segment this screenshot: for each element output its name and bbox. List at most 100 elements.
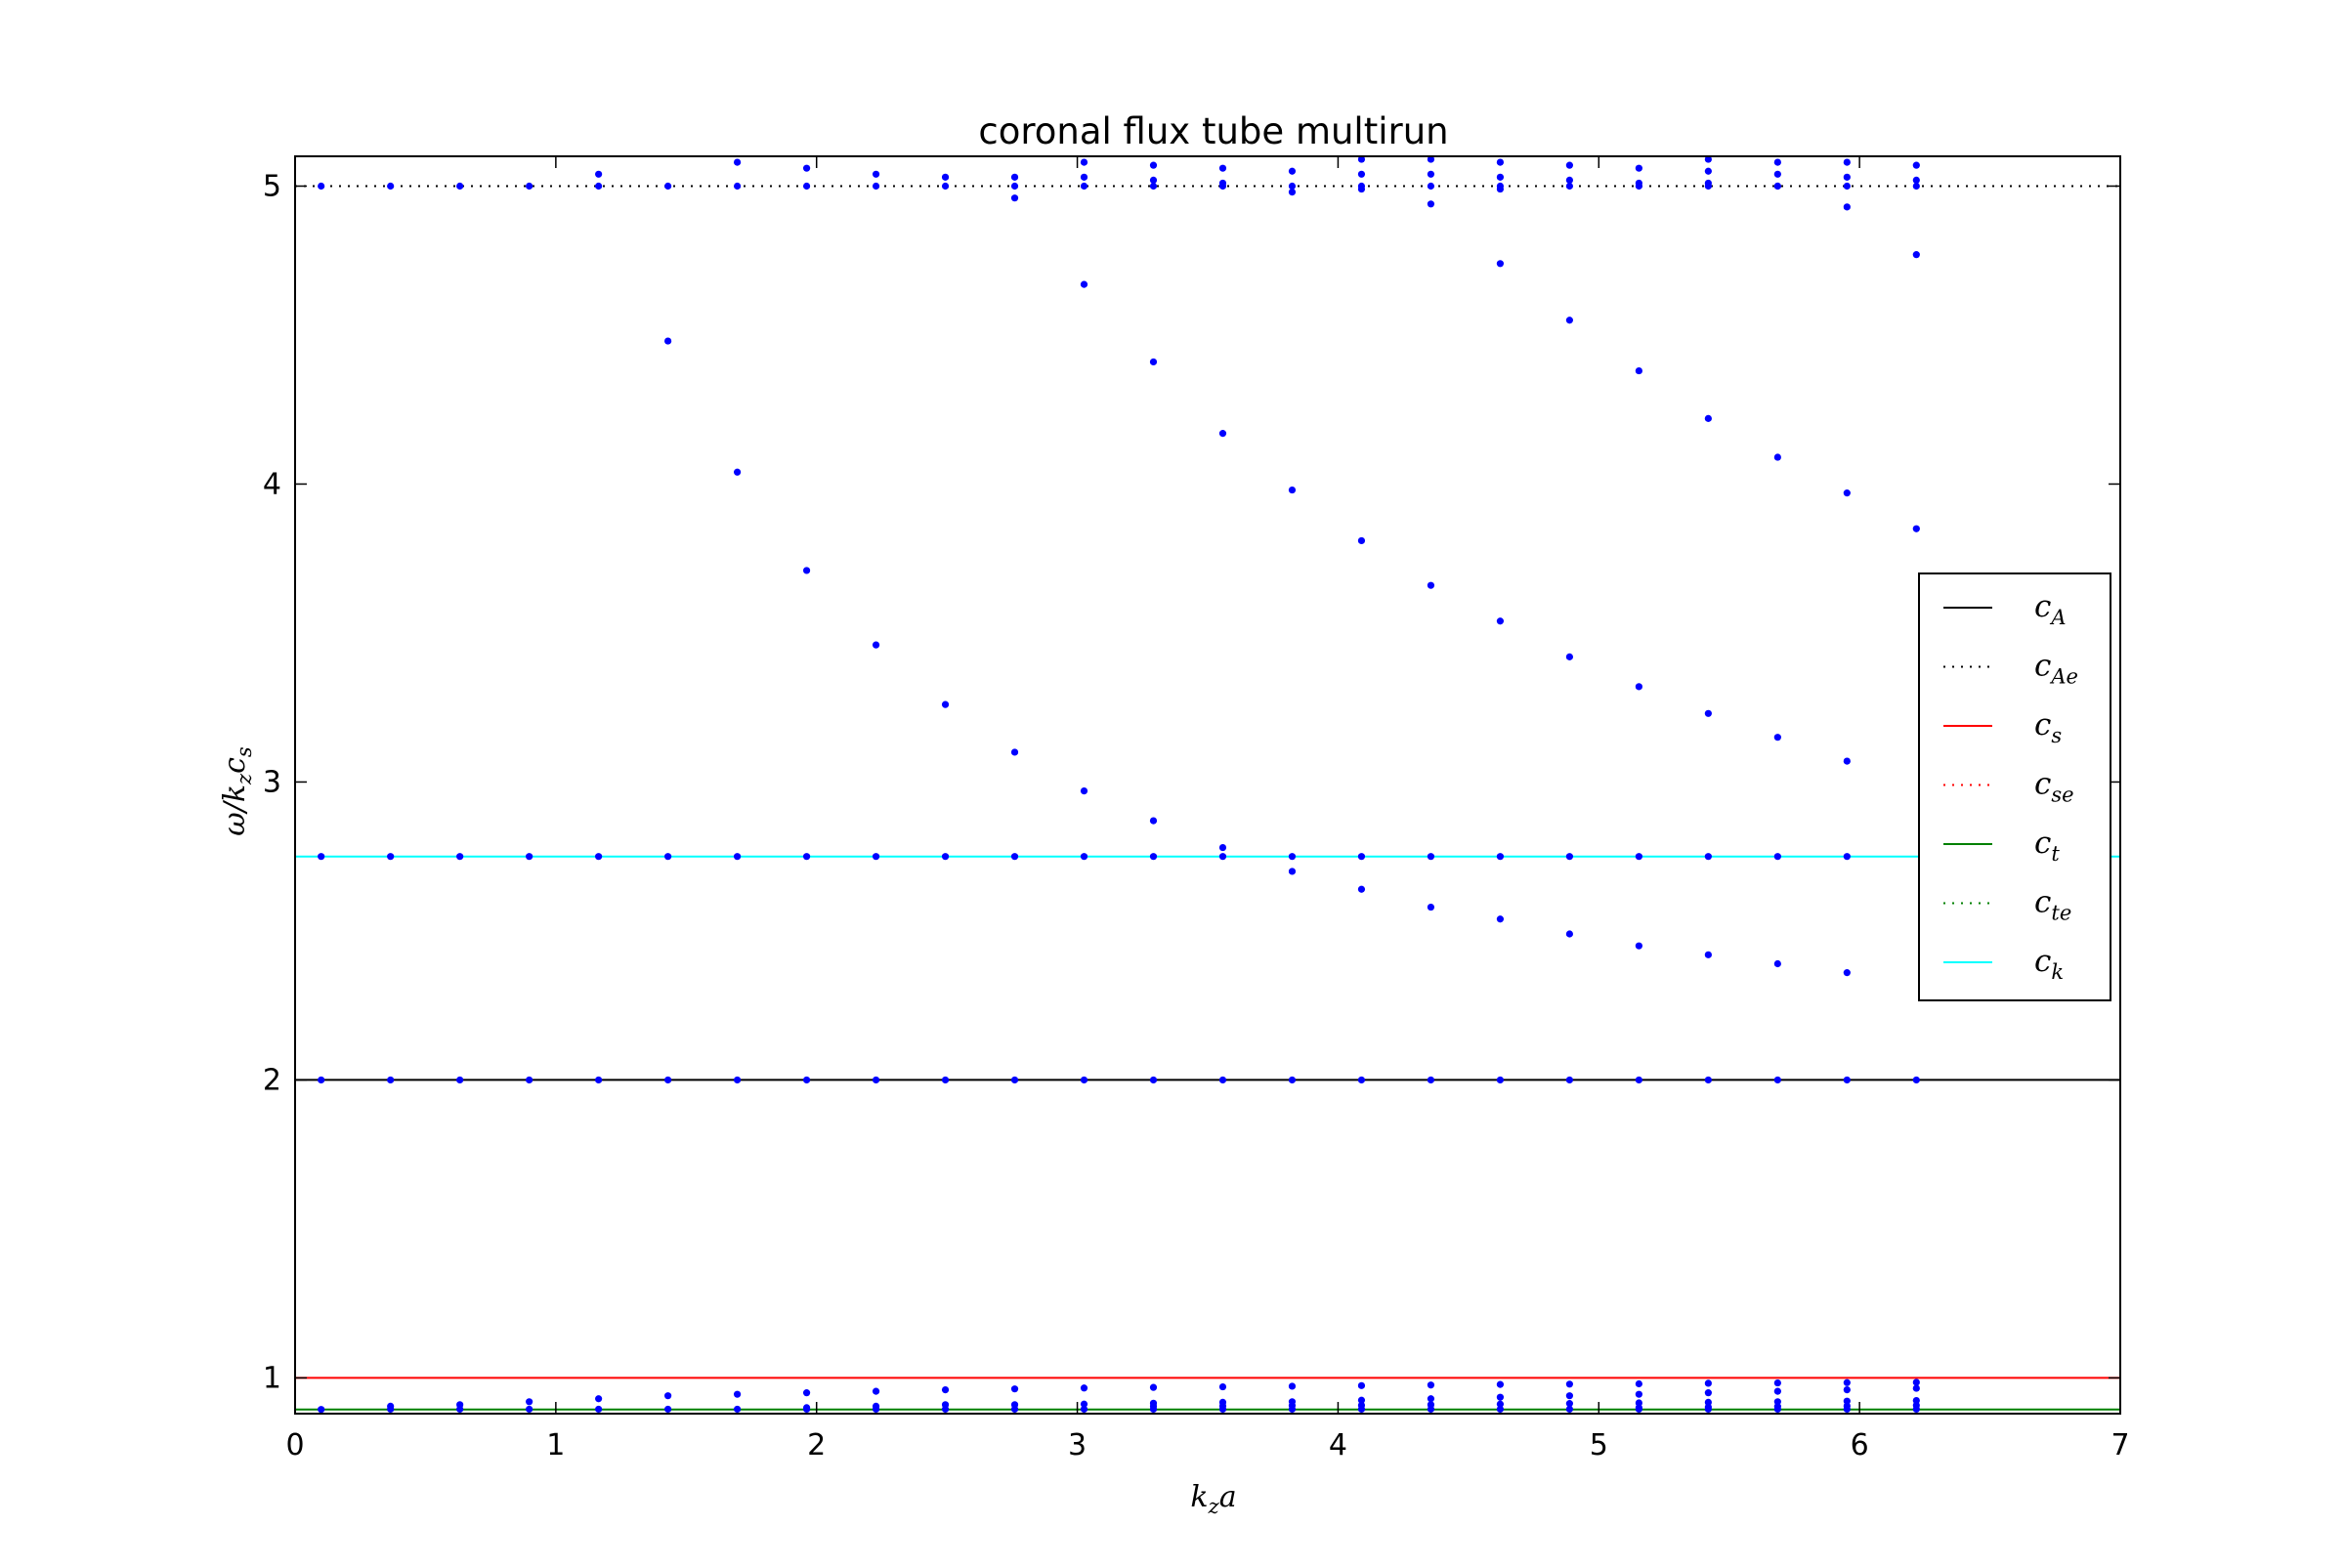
- data-point: [1427, 1381, 1435, 1389]
- data-point: [802, 1404, 811, 1412]
- data-point: [1635, 164, 1642, 172]
- data-point: [733, 158, 742, 166]
- data-point: [1496, 173, 1505, 181]
- y-tick-label: 2: [263, 1063, 281, 1097]
- data-point: [1357, 1076, 1366, 1084]
- data-point: [1843, 182, 1851, 191]
- x-tick-label: 2: [807, 1428, 826, 1462]
- data-point: [526, 1405, 533, 1414]
- data-point: [1010, 748, 1019, 756]
- data-point: [802, 1076, 811, 1084]
- data-point: [1496, 1380, 1505, 1388]
- data-point: [1843, 173, 1851, 181]
- data-point: [941, 1401, 950, 1409]
- data-point: [1427, 200, 1435, 208]
- data-point: [1496, 853, 1505, 861]
- data-point: [1288, 486, 1297, 494]
- data-point: [1080, 1405, 1088, 1414]
- data-point: [941, 182, 950, 191]
- data-point: [1080, 173, 1088, 181]
- data-point: [1565, 1405, 1573, 1414]
- data-point: [456, 1401, 464, 1409]
- data-point: [1010, 1385, 1019, 1393]
- data-point: [1565, 182, 1573, 191]
- data-point: [733, 1390, 742, 1398]
- data-point: [1218, 843, 1227, 852]
- data-point: [733, 468, 742, 476]
- data-point: [1149, 358, 1158, 366]
- data-point: [1149, 1383, 1158, 1391]
- legend-label: cse: [2034, 767, 2074, 807]
- data-point: [664, 853, 672, 861]
- data-point: [1912, 1384, 1920, 1392]
- data-point: [1704, 853, 1712, 861]
- legend-label: cs: [2034, 707, 2062, 747]
- plot-frame: [294, 155, 2121, 1415]
- data-point: [1357, 156, 1366, 163]
- data-point: [1357, 170, 1366, 178]
- data-point: [1149, 817, 1158, 825]
- data-point: [1010, 1076, 1019, 1084]
- data-point: [802, 1389, 811, 1397]
- data-point: [1912, 1378, 1920, 1386]
- data-point: [941, 173, 950, 181]
- data-point: [733, 1405, 742, 1414]
- data-point: [1912, 161, 1920, 169]
- data-point: [1635, 683, 1642, 691]
- data-point: [595, 1076, 603, 1084]
- data-point: [318, 182, 325, 191]
- x-tick-label: 3: [1068, 1428, 1087, 1462]
- data-point: [664, 1392, 672, 1400]
- data-point: [526, 853, 533, 861]
- data-point: [595, 170, 603, 178]
- data-point: [1704, 167, 1712, 175]
- data-point: [1704, 1389, 1712, 1397]
- data-point: [1912, 176, 1920, 184]
- data-point: [872, 1387, 880, 1395]
- data-point: [1427, 853, 1435, 861]
- data-point: [1496, 185, 1505, 193]
- data-point: [1288, 167, 1297, 175]
- data-point: [318, 853, 325, 861]
- legend-label: cAe: [2034, 649, 2078, 689]
- data-point: [1635, 1076, 1642, 1084]
- data-point: [1010, 1401, 1019, 1409]
- data-point: [1773, 1076, 1781, 1084]
- data-point: [1843, 158, 1851, 166]
- data-point: [802, 164, 811, 172]
- x-tick-label: 6: [1851, 1428, 1869, 1462]
- data-point: [941, 700, 950, 708]
- data-point: [1773, 1387, 1781, 1395]
- data-point: [1565, 853, 1573, 861]
- data-point: [1704, 709, 1712, 717]
- data-point: [1773, 1403, 1781, 1411]
- data-point: [1218, 179, 1227, 188]
- data-point: [1357, 1396, 1366, 1404]
- data-point: [1704, 414, 1712, 422]
- legend-label: ct: [2034, 826, 2060, 866]
- data-point: [1635, 366, 1642, 375]
- data-point: [1635, 1390, 1642, 1398]
- data-point: [595, 182, 603, 191]
- data-point: [1565, 1076, 1573, 1084]
- data-point: [1288, 1382, 1297, 1390]
- data-point: [1080, 1384, 1088, 1392]
- data-point: [1704, 1076, 1712, 1084]
- data-point: [664, 1076, 672, 1084]
- data-point: [1080, 182, 1088, 191]
- data-point: [1080, 280, 1088, 288]
- data-point: [1496, 260, 1505, 268]
- data-point: [456, 853, 464, 861]
- data-point: [1427, 156, 1435, 163]
- data-point: [1773, 1378, 1781, 1387]
- data-point: [872, 1076, 880, 1084]
- data-point: [1843, 203, 1851, 211]
- data-point: [1912, 1076, 1920, 1084]
- data-point: [1843, 1076, 1851, 1084]
- data-point: [1288, 868, 1297, 875]
- data-point: [1565, 161, 1573, 169]
- data-point: [1843, 1402, 1851, 1410]
- data-point: [1010, 194, 1019, 202]
